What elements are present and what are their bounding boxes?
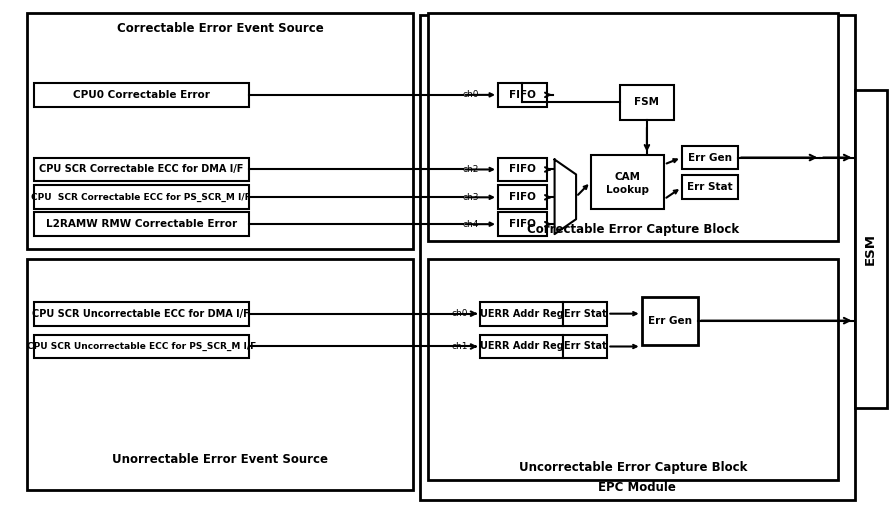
Text: Correctable Error Event Source: Correctable Error Event Source — [116, 22, 323, 35]
Bar — [480, 302, 564, 326]
Text: Err Stat: Err Stat — [564, 342, 607, 352]
Bar — [564, 334, 607, 358]
Bar — [419, 15, 855, 500]
Text: ch4: ch4 — [462, 220, 478, 229]
Text: CAM: CAM — [615, 172, 641, 182]
Bar — [34, 157, 249, 181]
Text: Lookup: Lookup — [606, 185, 649, 195]
Text: FIFO: FIFO — [509, 219, 536, 229]
Bar — [34, 334, 249, 358]
Text: Err Gen: Err Gen — [688, 153, 732, 162]
Text: CPU0 Correctable Error: CPU0 Correctable Error — [73, 90, 210, 100]
Bar — [27, 13, 413, 249]
Bar — [27, 259, 413, 490]
Text: Correctable Error Capture Block: Correctable Error Capture Block — [527, 222, 739, 236]
Bar — [34, 83, 249, 107]
Text: EPC Module: EPC Module — [599, 481, 676, 494]
Text: FIFO: FIFO — [509, 164, 536, 175]
Text: Unorrectable Error Event Source: Unorrectable Error Event Source — [112, 454, 328, 466]
Bar — [427, 13, 838, 241]
Bar — [498, 83, 547, 107]
Bar — [498, 185, 547, 209]
Bar — [620, 85, 674, 120]
Bar — [642, 297, 698, 345]
Text: Err Stat: Err Stat — [564, 308, 607, 319]
Text: UERR Addr Reg: UERR Addr Reg — [480, 308, 564, 319]
Text: CPU SCR Correctable ECC for DMA I/F: CPU SCR Correctable ECC for DMA I/F — [39, 164, 244, 175]
Polygon shape — [555, 159, 576, 234]
Text: ch2: ch2 — [462, 165, 478, 174]
Text: Err Stat: Err Stat — [687, 182, 733, 192]
Bar — [498, 212, 547, 236]
Text: CPU SCR Uncorrectable ECC for PS_SCR_M I/F: CPU SCR Uncorrectable ECC for PS_SCR_M I… — [27, 342, 256, 351]
Bar — [590, 155, 664, 209]
Text: CPU  SCR Correctable ECC for PS_SCR_M I/F: CPU SCR Correctable ECC for PS_SCR_M I/F — [31, 193, 251, 202]
Text: L2RAMW RMW Correctable Error: L2RAMW RMW Correctable Error — [46, 219, 237, 229]
Bar — [682, 146, 738, 169]
Text: FIFO: FIFO — [509, 90, 536, 100]
Text: FSM: FSM — [634, 97, 659, 107]
Bar — [34, 212, 249, 236]
Bar — [564, 302, 607, 326]
Text: Uncorrectable Error Capture Block: Uncorrectable Error Capture Block — [519, 461, 747, 474]
Text: ESM: ESM — [864, 233, 877, 265]
Text: FIFO: FIFO — [509, 192, 536, 202]
Bar — [855, 90, 887, 408]
Text: ch3: ch3 — [462, 193, 478, 202]
Bar — [427, 259, 838, 480]
Text: UERR Addr Reg: UERR Addr Reg — [480, 342, 564, 352]
Bar — [34, 185, 249, 209]
Text: Err Gen: Err Gen — [648, 316, 692, 326]
Text: ch1: ch1 — [452, 342, 468, 351]
Bar — [34, 302, 249, 326]
Bar — [480, 334, 564, 358]
Text: CPU SCR Uncorrectable ECC for DMA I/F: CPU SCR Uncorrectable ECC for DMA I/F — [32, 308, 250, 319]
Bar — [498, 157, 547, 181]
Text: ch0: ch0 — [462, 91, 478, 99]
Text: ch0: ch0 — [452, 309, 468, 318]
Bar — [682, 176, 738, 200]
